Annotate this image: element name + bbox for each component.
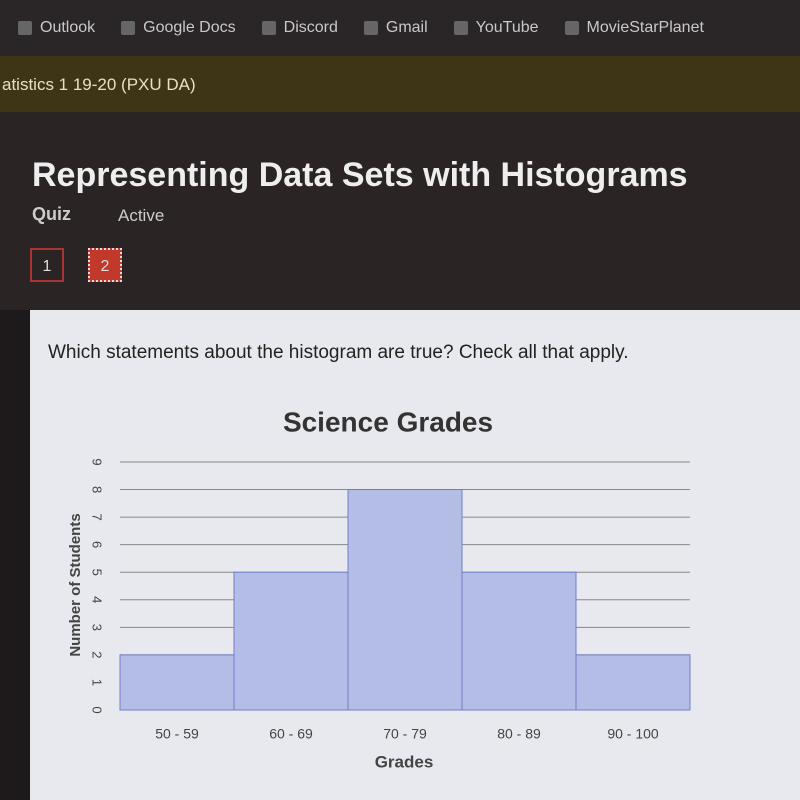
y-tick-label: 8 (90, 486, 105, 493)
question-text: Which statements about the histogram are… (48, 342, 629, 363)
bar (461, 571, 577, 711)
bookmarks-bar: Outlook Google Docs Discord Gmail YouTube Mov… (0, 0, 800, 56)
x-tick-label: 70 - 79 (383, 726, 427, 742)
bar (575, 654, 691, 711)
bar (347, 489, 463, 711)
chart-title: Science Grades (283, 406, 493, 437)
y-tick-label: 4 (90, 596, 105, 603)
bar (119, 654, 235, 711)
bar (233, 571, 349, 711)
status-label: Active (118, 206, 165, 225)
x-tick-label: 80 - 89 (497, 726, 541, 742)
bookmark[interactable]: Discord (262, 19, 338, 37)
page-button[interactable]: 1 (30, 248, 64, 282)
x-tick-label: 60 - 69 (269, 726, 313, 742)
y-tick-label: 9 (90, 458, 105, 465)
y-tick-label: 6 (90, 541, 105, 548)
page-button[interactable]: 2 (88, 248, 122, 282)
bookmark[interactable]: Outlook (18, 19, 95, 37)
course-bar: atistics 1 19-20 (PXU DA) (0, 56, 800, 112)
x-tick-label: 50 - 59 (155, 726, 199, 742)
quiz-label: Quiz (32, 204, 71, 224)
y-axis-label: Number of Students (67, 513, 84, 656)
y-tick-label: 7 (90, 513, 105, 520)
quiz-header: Representing Data Sets with Histograms Q… (0, 112, 800, 310)
x-axis-label: Grades (375, 752, 434, 771)
y-tick-label: 5 (90, 569, 105, 576)
y-tick-label: 0 (90, 706, 105, 713)
y-tick-label: 3 (90, 624, 105, 631)
bookmark[interactable]: YouTube (454, 19, 539, 37)
bookmark[interactable]: Gmail (364, 19, 428, 37)
x-tick-label: 90 - 100 (607, 726, 659, 742)
bookmark[interactable]: MovieStarPlanet (565, 19, 704, 37)
y-tick-label: 2 (90, 651, 105, 658)
page-title: Representing Data Sets with Histograms (32, 156, 688, 194)
bookmark[interactable]: Google Docs (121, 19, 236, 37)
y-tick-label: 1 (90, 679, 105, 686)
